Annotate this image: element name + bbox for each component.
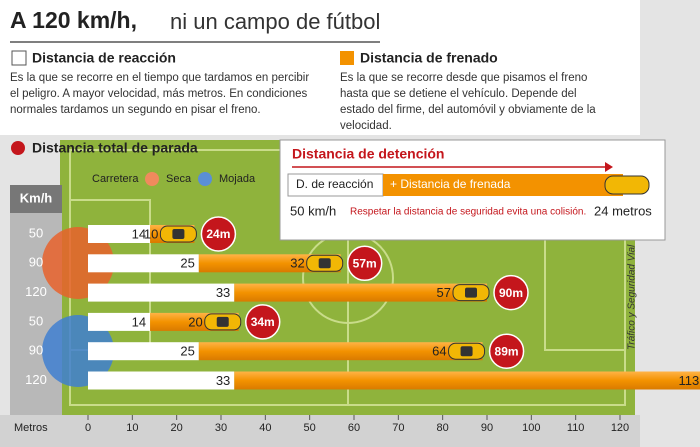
group-header: Carretera xyxy=(92,173,139,185)
x-tick-label: 10 xyxy=(126,422,138,434)
x-tick-label: 70 xyxy=(392,422,404,434)
value-label: 20 xyxy=(188,314,202,329)
inset-title: Distancia de detención xyxy=(292,146,444,162)
total-marker xyxy=(244,304,281,340)
inset: Distancia de detención D. de reacción + … xyxy=(279,139,666,241)
braking-bar xyxy=(198,254,341,273)
legend-entry: Distancia total de parada xyxy=(32,140,198,156)
inset-note: Respetar la distancia de seguridad evita… xyxy=(350,207,586,218)
x-tick-label: 20 xyxy=(171,422,183,434)
legend-note: Es la que se recorre en el tiempo que ta… xyxy=(10,72,310,116)
group-label: Seca xyxy=(166,173,192,185)
reaction-bar xyxy=(88,371,235,390)
braking-bar xyxy=(198,342,483,361)
x-tick-label: 60 xyxy=(348,422,360,434)
inset-car xyxy=(604,175,650,195)
total-label: 34m xyxy=(251,315,275,329)
title: A 120 km/h, xyxy=(10,7,137,33)
dry-icon xyxy=(145,172,159,186)
braking-bar xyxy=(234,283,487,302)
legend-entry: Distancia de reacción xyxy=(32,50,176,66)
total-label: 57m xyxy=(353,256,377,270)
group-label: Mojada xyxy=(219,173,256,185)
total-marker xyxy=(346,245,383,282)
x-tick-label: 50 xyxy=(304,422,316,434)
wet-icon xyxy=(198,172,212,186)
reaction-bar xyxy=(88,254,199,273)
reaction-bar xyxy=(88,225,151,243)
total-label: 24m xyxy=(206,227,230,241)
x-tick-label: 100 xyxy=(522,422,540,434)
x-tick-label: 90 xyxy=(481,422,493,434)
row-label: 120 xyxy=(25,284,47,299)
x-tick-label: 80 xyxy=(437,422,449,434)
inset-label: + Distancia de frenada xyxy=(390,177,511,191)
legend-note: Es la que se recorre desde que pisamos e… xyxy=(340,72,596,132)
inset-result: 24 metros xyxy=(594,203,652,218)
value-label: 25 xyxy=(180,256,194,271)
value-label: 14 xyxy=(132,314,146,329)
value-label: 64 xyxy=(432,344,446,359)
x-tick-label: 0 xyxy=(85,422,91,434)
value-label: 14 xyxy=(132,226,146,241)
subtitle: ni un campo de fútbol xyxy=(170,9,380,34)
value-label: 10 xyxy=(144,226,158,241)
x-tick-label: 110 xyxy=(567,422,585,434)
car-window xyxy=(465,287,477,298)
total-marker xyxy=(488,333,525,369)
row-label: 90 xyxy=(29,343,43,358)
row-header: Km/h xyxy=(20,190,53,205)
car-window xyxy=(216,316,229,327)
total-marker xyxy=(200,216,237,252)
axis-strip xyxy=(0,415,640,447)
row-label: 90 xyxy=(29,255,43,270)
value-label: 25 xyxy=(180,344,194,359)
inset-braking-bar xyxy=(383,174,623,196)
braking-bar xyxy=(234,371,700,390)
wet-group-bg xyxy=(42,315,114,387)
x-tick-label: 40 xyxy=(259,422,271,434)
row-header-bg xyxy=(10,185,62,213)
reaction-bar xyxy=(88,312,151,331)
value-label: 57 xyxy=(437,285,451,300)
x-tick-label: 120 xyxy=(611,422,629,434)
legend-swatch xyxy=(11,50,27,66)
total-label: 89m xyxy=(495,344,519,358)
value-label: 113 xyxy=(679,373,700,388)
car-window xyxy=(318,258,331,269)
value-label: 32 xyxy=(290,256,304,271)
total-legend-dot xyxy=(11,141,25,155)
legend-swatch xyxy=(340,51,354,65)
row-label: 50 xyxy=(29,225,43,240)
dry-group-bg xyxy=(42,227,114,299)
car-window xyxy=(172,229,185,239)
inset-label: D. de reacción xyxy=(296,177,373,191)
car-window xyxy=(460,346,473,357)
total-label: 90m xyxy=(499,286,523,300)
row-label: 120 xyxy=(25,372,47,387)
value-label: 33 xyxy=(216,285,230,300)
row-label: 50 xyxy=(29,313,43,328)
header-bg xyxy=(0,0,640,135)
inset-arrowhead xyxy=(605,162,613,172)
reaction-bar xyxy=(88,283,235,302)
x-tick-label: 30 xyxy=(215,422,227,434)
x-axis-label: Metros xyxy=(14,422,48,434)
legend-entry: Distancia de frenado xyxy=(360,50,498,66)
inset-speed: 50 km/h xyxy=(290,203,336,218)
total-marker xyxy=(493,274,529,311)
value-label: 33 xyxy=(216,373,230,388)
reaction-bar xyxy=(88,342,199,361)
credit: Tráfico y Seguridad Vial xyxy=(627,244,638,350)
